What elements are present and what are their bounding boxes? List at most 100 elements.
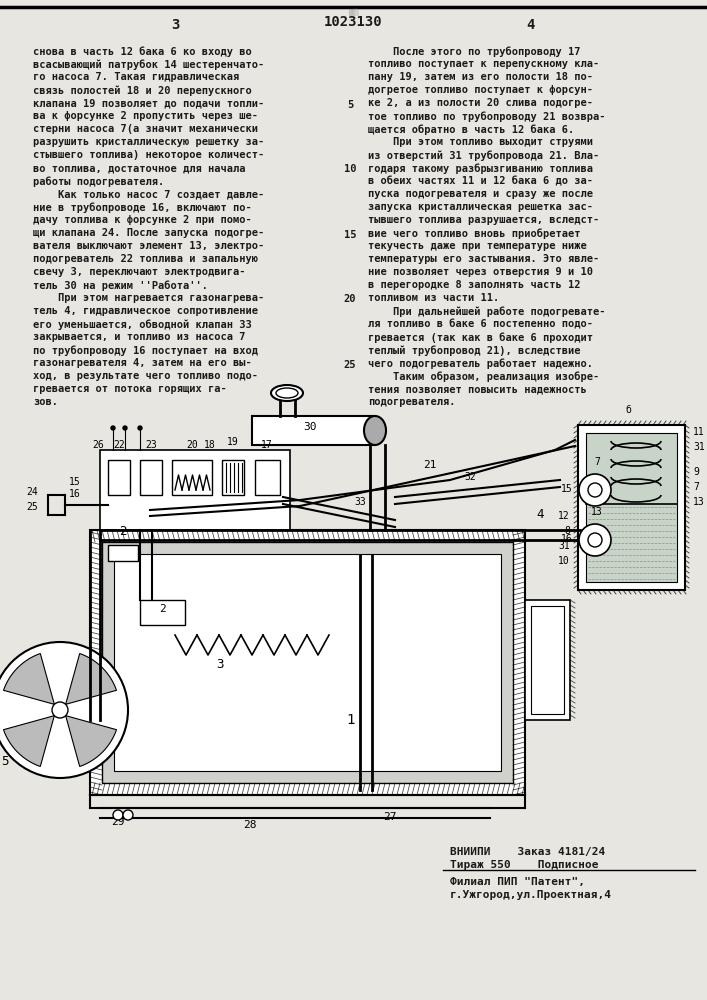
Circle shape	[52, 702, 68, 718]
Bar	[114, 554, 501, 771]
Bar	[222, 460, 244, 495]
Text: его уменьшается, обводной клапан 33: его уменьшается, обводной клапан 33	[33, 319, 252, 330]
Bar	[531, 606, 564, 714]
Text: всасывающий патрубок 14 шестеренчато-: всасывающий патрубок 14 шестеренчато-	[33, 59, 264, 70]
Text: годаря такому разбрызгиванию топлива: годаря такому разбрызгиванию топлива	[368, 163, 593, 174]
Text: подогревателя.: подогревателя.	[368, 397, 455, 407]
Circle shape	[111, 426, 115, 430]
Text: тель 4, гидравлическое сопротивление: тель 4, гидравлическое сопротивление	[33, 306, 258, 316]
Ellipse shape	[364, 416, 386, 445]
Text: 15: 15	[69, 477, 81, 487]
Text: вателя выключают элемент 13, электро-: вателя выключают элемент 13, электро-	[33, 241, 264, 251]
Polygon shape	[4, 716, 54, 767]
Circle shape	[588, 533, 602, 547]
Text: 27: 27	[383, 812, 397, 822]
Bar	[172, 460, 212, 495]
Bar	[90, 530, 525, 795]
Text: 10: 10	[559, 556, 570, 566]
Text: стерни насоса 7(а значит механически: стерни насоса 7(а значит механически	[33, 124, 258, 134]
Text: 4: 4	[526, 18, 534, 32]
Text: 2: 2	[119, 525, 127, 538]
Text: чего подогреватель работает надежно.: чего подогреватель работает надежно.	[368, 358, 593, 369]
Text: газонагревателя 4, затем на его вы-: газонагревателя 4, затем на его вы-	[33, 358, 252, 368]
Text: 15: 15	[561, 484, 573, 494]
Text: щается обратно в часть 12 бака 6.: щается обратно в часть 12 бака 6.	[368, 124, 574, 135]
Text: 29: 29	[111, 817, 124, 827]
Text: 5: 5	[1, 755, 8, 768]
Text: гревается (так как в баке 6 проходит: гревается (так как в баке 6 проходит	[368, 332, 593, 343]
Bar	[140, 600, 185, 625]
Text: При этом нагревается газонагрева-: При этом нагревается газонагрева-	[33, 293, 264, 303]
Text: дачу топлива к форсунке 2 при помо-: дачу топлива к форсунке 2 при помо-	[33, 215, 252, 225]
Text: разрушить кристаллическую решетку за-: разрушить кристаллическую решетку за-	[33, 137, 264, 147]
Bar	[586, 433, 677, 582]
Circle shape	[579, 474, 611, 506]
Text: 20: 20	[344, 294, 356, 304]
Text: 22: 22	[113, 440, 125, 450]
Text: тое топливо по трубопроводу 21 возвра-: тое топливо по трубопроводу 21 возвра-	[368, 111, 605, 122]
Text: 7: 7	[693, 482, 699, 492]
Text: 9: 9	[693, 467, 699, 477]
Text: 19: 19	[227, 437, 239, 447]
Bar	[108, 545, 138, 561]
Text: вие чего топливо вновь приобретает: вие чего топливо вновь приобретает	[368, 228, 580, 239]
Text: в обеих частях 11 и 12 бака 6 до за-: в обеих частях 11 и 12 бака 6 до за-	[368, 176, 593, 186]
Text: Филиал ПИП "Патент",: Филиал ПИП "Патент",	[450, 877, 585, 887]
Text: топливом из части 11.: топливом из части 11.	[368, 293, 499, 303]
Text: клапана 19 позволяет до подачи топли-: клапана 19 позволяет до подачи топли-	[33, 98, 264, 108]
Text: в перегородке 8 заполнять часть 12: в перегородке 8 заполнять часть 12	[368, 280, 580, 290]
Text: 25: 25	[26, 502, 38, 512]
Text: связь полостей 18 и 20 перепускного: связь полостей 18 и 20 перепускного	[33, 85, 252, 96]
Text: 4: 4	[536, 508, 544, 521]
Text: При этом топливо выходит струями: При этом топливо выходит струями	[368, 137, 593, 147]
Circle shape	[113, 810, 123, 820]
Text: зов.: зов.	[33, 397, 58, 407]
Text: ке 2, а из полости 20 слива подогре-: ке 2, а из полости 20 слива подогре-	[368, 98, 593, 108]
Text: 28: 28	[243, 820, 257, 830]
Text: 10: 10	[344, 164, 356, 174]
Text: 7: 7	[594, 457, 600, 467]
Circle shape	[0, 642, 128, 778]
Text: снова в часть 12 бака 6 ко входу во: снова в часть 12 бака 6 ко входу во	[33, 46, 252, 57]
Text: ход, в результате чего топливо подо-: ход, в результате чего топливо подо-	[33, 371, 258, 381]
Text: 3: 3	[171, 18, 179, 32]
Circle shape	[123, 810, 133, 820]
Text: Как только насос 7 создает давле-: Как только насос 7 создает давле-	[33, 189, 264, 199]
Text: топливо поступает к перепускному кла-: топливо поступает к перепускному кла-	[368, 59, 600, 69]
Text: 25: 25	[344, 360, 356, 369]
Text: 11: 11	[693, 427, 705, 437]
Text: 32: 32	[464, 472, 476, 482]
Ellipse shape	[276, 388, 298, 398]
Text: 33: 33	[354, 497, 366, 507]
Text: 5: 5	[347, 100, 353, 109]
Polygon shape	[66, 716, 117, 767]
Bar	[252, 416, 375, 445]
Text: запуска кристаллическая решетка зас-: запуска кристаллическая решетка зас-	[368, 202, 593, 212]
Text: 24: 24	[26, 487, 38, 497]
Text: 13: 13	[693, 497, 705, 507]
Text: 31: 31	[693, 442, 705, 452]
Bar	[108, 460, 130, 495]
Ellipse shape	[271, 385, 303, 401]
Text: 20: 20	[186, 440, 198, 450]
Text: ние позволяет через отверстия 9 и 10: ние позволяет через отверстия 9 и 10	[368, 267, 593, 277]
Bar	[102, 542, 513, 783]
Text: 30: 30	[303, 422, 317, 432]
Text: 2: 2	[158, 604, 165, 614]
Text: 31: 31	[559, 541, 570, 551]
Text: 21: 21	[423, 460, 437, 470]
Text: работы подогревателя.: работы подогревателя.	[33, 176, 164, 187]
Text: г.Ужгород,ул.Проектная,4: г.Ужгород,ул.Проектная,4	[450, 890, 612, 900]
Text: Таким образом, реализация изобре-: Таким образом, реализация изобре-	[368, 371, 600, 382]
Text: свечу 3, переключают электродвига-: свечу 3, переключают электродвига-	[33, 267, 245, 277]
Circle shape	[138, 426, 142, 430]
Polygon shape	[4, 653, 54, 704]
Text: ва к форсунке 2 пропустить через ше-: ва к форсунке 2 пропустить через ше-	[33, 111, 258, 121]
Text: ля топливо в баке 6 постепенно подо-: ля топливо в баке 6 постепенно подо-	[368, 319, 593, 329]
Bar	[100, 450, 290, 530]
Text: 16: 16	[69, 489, 81, 499]
Circle shape	[123, 426, 127, 430]
Text: 17: 17	[261, 440, 273, 450]
Text: тения позволяет повысить надежность: тения позволяет повысить надежность	[368, 384, 587, 394]
Circle shape	[588, 483, 602, 497]
